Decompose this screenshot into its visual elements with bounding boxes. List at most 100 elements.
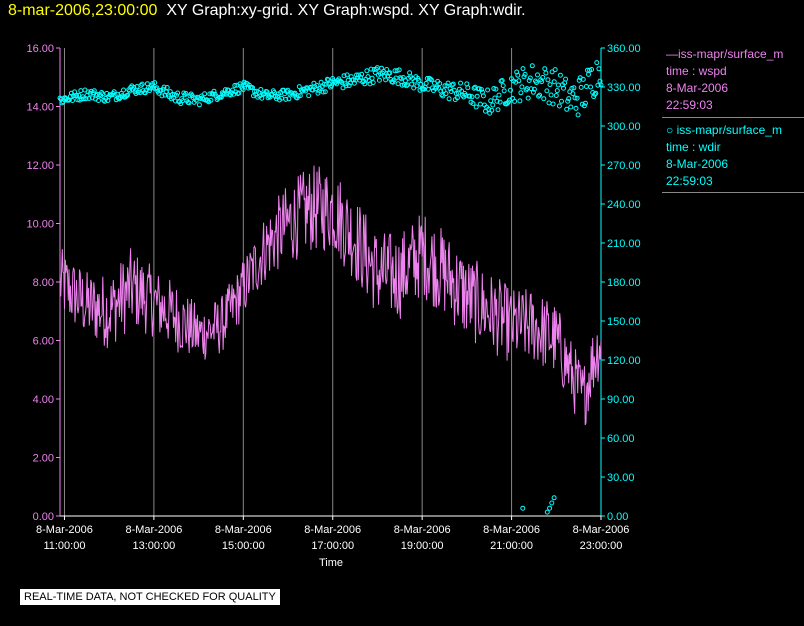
data-point-wdir [321, 81, 327, 87]
x-tick-label-date: 8-Mar-2006 [215, 524, 272, 536]
x-axis-label: Time [319, 557, 343, 569]
data-point-wdir [164, 85, 170, 90]
x-tick-label-date: 8-Mar-2006 [125, 524, 182, 536]
chart-header: 8-mar-2006,23:00:00 XY Graph:xy-grid. XY… [8, 2, 526, 20]
data-point-wdir [557, 72, 563, 78]
data-point-wdir [581, 103, 587, 109]
data-point-wdir [258, 87, 264, 92]
data-point-wdir [540, 75, 546, 80]
data-point-wdir [202, 91, 208, 97]
data-point-wdir [494, 98, 500, 104]
data-point-wdir [81, 96, 87, 102]
data-point-wdir [323, 81, 329, 87]
y-right-tick-label: 270.00 [607, 160, 641, 172]
data-point-wdir [500, 83, 506, 89]
data-point-wdir [458, 80, 463, 86]
data-point-wdir [550, 101, 556, 107]
data-point-wdir [478, 87, 484, 92]
data-point-wdir [414, 83, 420, 89]
x-tick-label-date: 8-Mar-2006 [304, 524, 361, 536]
data-point-wdir [341, 73, 347, 79]
data-point-wdir [508, 87, 513, 93]
data-point-wdir [305, 85, 311, 91]
data-point-wdir [218, 94, 224, 100]
data-point-wdir [573, 105, 579, 111]
data-point-wdir [186, 100, 192, 106]
data-point-wdir [131, 84, 137, 90]
data-point-wdir [522, 71, 528, 77]
data-point-wdir [574, 95, 580, 101]
data-point-wdir [548, 92, 554, 98]
data-point-wdir [152, 80, 158, 86]
y-right-tick-label: 60.00 [607, 433, 635, 445]
data-point-wdir [148, 85, 153, 91]
data-point-wdir [546, 100, 552, 106]
data-point-wdir [535, 72, 540, 78]
x-tick-label-time: 11:00:00 [43, 540, 85, 552]
data-point-wdir-outlier [544, 509, 550, 515]
data-point-wdir [211, 88, 217, 94]
y-right-tick-label: 0.00 [607, 511, 628, 523]
legend-line-marker: — [666, 47, 678, 61]
data-point-wdir [358, 75, 364, 80]
y-left-tick-label: 6.00 [33, 336, 54, 348]
data-point-wdir [295, 93, 301, 99]
data-point-wdir [443, 91, 449, 97]
y-right-tick-label: 300.00 [607, 121, 641, 133]
data-point-wdir [344, 72, 350, 78]
data-point-wdir [74, 92, 80, 98]
x-tick-label-time: 15:00:00 [222, 540, 265, 552]
y-right-tick-label: 120.00 [607, 355, 641, 367]
data-point-wdir [563, 76, 569, 82]
y-right-tick-label: 360.00 [607, 43, 641, 55]
y-right-tick-label: 330.00 [607, 82, 641, 94]
data-point-wdir [549, 69, 555, 75]
data-point-wdir [561, 85, 566, 91]
legend-time: 22:59:03 [666, 98, 713, 112]
data-point-wdir [528, 86, 534, 92]
data-point-wdir [384, 67, 390, 72]
data-point-wdir [322, 89, 328, 95]
data-point-wdir [274, 94, 280, 99]
data-point-wdir [196, 102, 202, 108]
y-left-tick-label: 14.00 [26, 102, 54, 114]
data-point-wdir [525, 95, 531, 101]
data-point-wdir [370, 80, 376, 86]
legend-dot-marker: ○ [666, 123, 677, 137]
data-point-wdir [530, 89, 536, 95]
data-point-wdir [536, 93, 542, 99]
series-line-wspd [59, 165, 602, 426]
data-point-wdir [552, 67, 558, 73]
data-point-wdir [493, 86, 499, 92]
data-point-wdir [519, 84, 525, 90]
data-point-wdir [582, 100, 588, 106]
data-point-wdir [596, 66, 602, 72]
data-point-wdir [520, 66, 526, 72]
y-left-tick-label: 0.00 [33, 511, 54, 523]
x-tick-label-date: 8-Mar-2006 [394, 524, 451, 536]
data-point-wdir [568, 104, 574, 110]
data-point-wdir [592, 91, 598, 97]
data-point-wdir [161, 84, 167, 90]
data-point-wdir-outlier [551, 495, 557, 501]
data-point-wdir [571, 85, 577, 91]
y-left-tick-label: 4.00 [33, 394, 54, 406]
data-point-wdir [387, 70, 393, 76]
data-point-wdir [416, 77, 422, 83]
data-point-wdir [537, 92, 543, 98]
data-point-wdir [594, 60, 600, 66]
data-point-wdir [368, 66, 374, 72]
data-point-wdir [86, 96, 92, 101]
legend-time: 22:59:03 [666, 174, 713, 188]
data-point-wdir [397, 75, 403, 81]
data-point-wdir [89, 95, 95, 101]
data-point-wdir [489, 107, 495, 113]
data-point-wdir [325, 77, 331, 83]
data-point-wdir [437, 81, 443, 86]
data-point-wdir [343, 83, 349, 89]
data-point-wdir [346, 83, 352, 89]
y-right-tick-label: 180.00 [607, 277, 641, 289]
data-point-wdir [565, 98, 571, 104]
data-point-wdir [586, 71, 591, 77]
